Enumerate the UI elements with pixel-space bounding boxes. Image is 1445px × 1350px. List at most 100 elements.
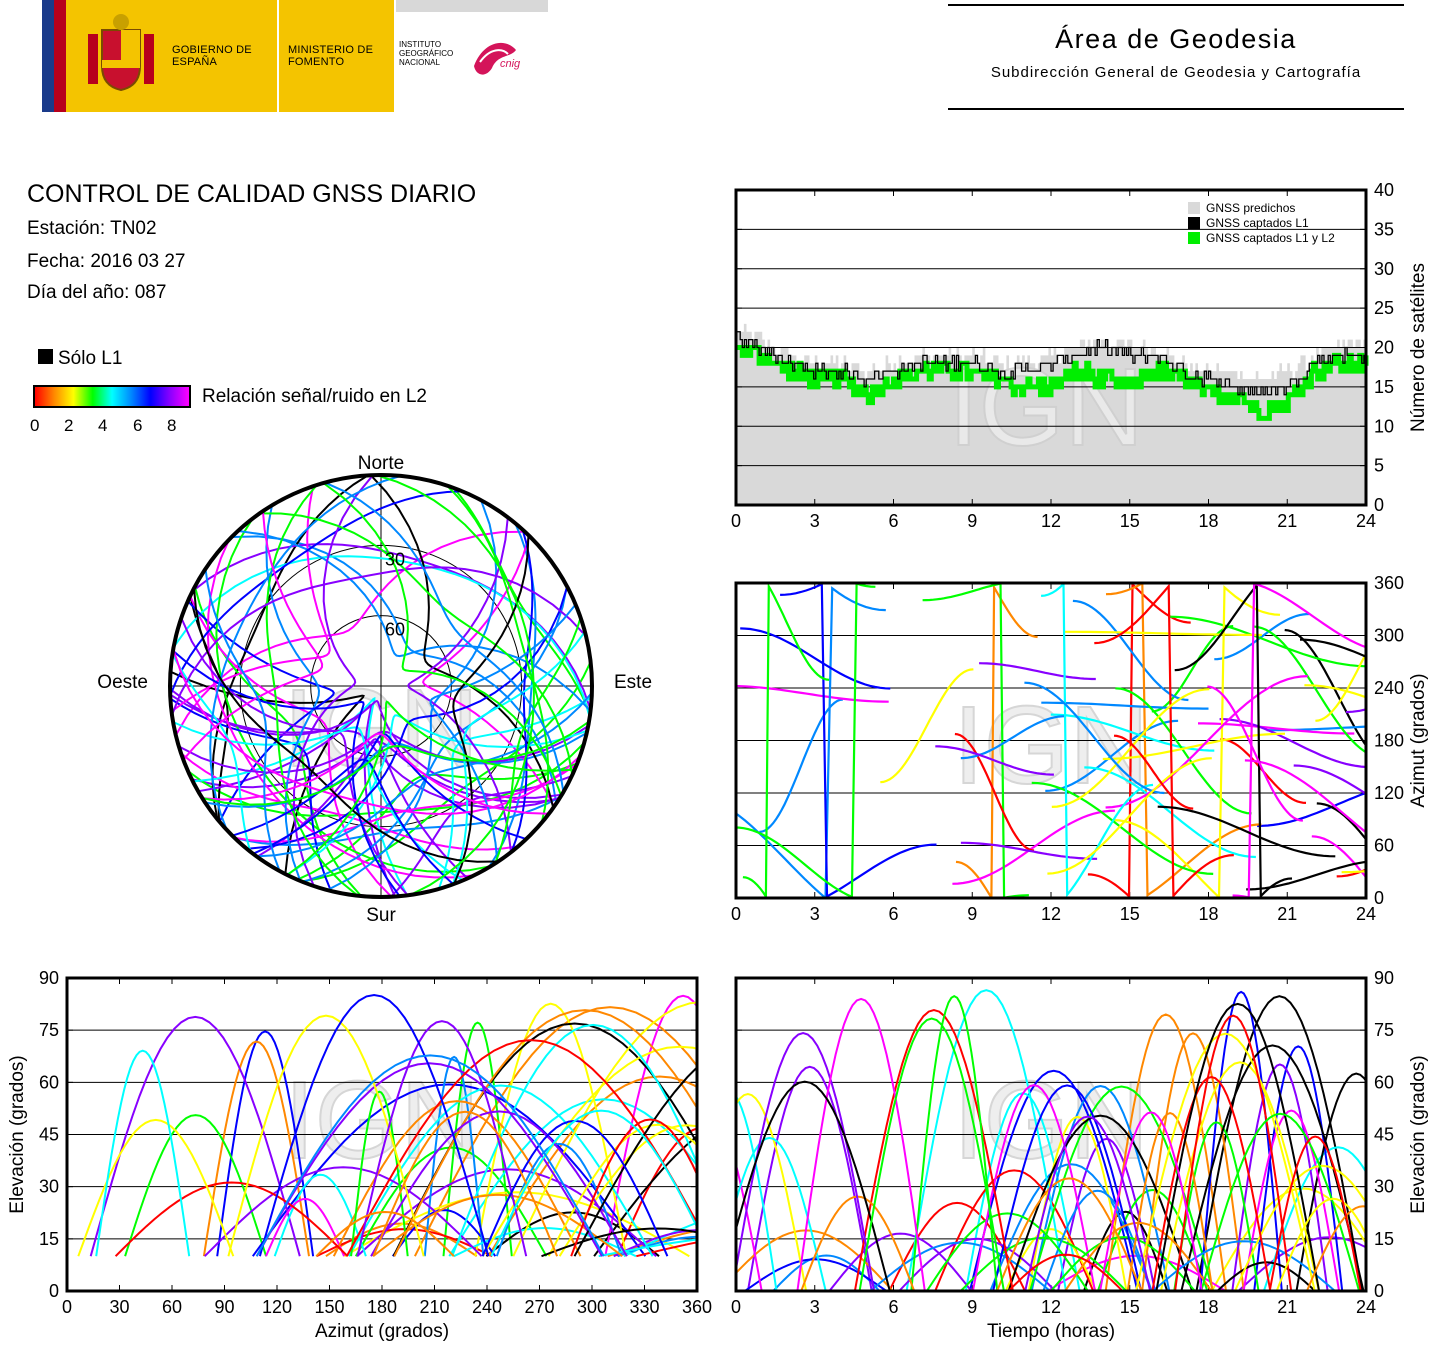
sky-track (187, 600, 335, 823)
satellite-track (736, 586, 886, 898)
satellite-track (1219, 718, 1366, 769)
y-tick-label: 15 (1374, 1229, 1394, 1249)
ministerio-label: MINISTERIO DE FOMENTO (288, 44, 374, 68)
satellite-track (935, 745, 1054, 776)
skyplot-west-label: Oeste (97, 672, 148, 693)
satellite-track (1031, 781, 1214, 875)
elev-az-track (604, 994, 697, 1257)
elev-time-track (1141, 1032, 1245, 1291)
report-title: CONTROL DE CALIDAD GNSS DIARIO (27, 180, 477, 208)
satellite-track (1041, 583, 1154, 898)
x-tick-label: 150 (314, 1297, 344, 1317)
x-tick-label: 3 (810, 904, 820, 924)
x-tick-label: 120 (262, 1297, 292, 1317)
x-tick-label: 90 (214, 1297, 234, 1317)
elev-time-track (736, 1092, 808, 1291)
sky-track (215, 518, 491, 873)
gobierno-label: GOBIERNO DE ESPAÑA (172, 44, 252, 68)
x-tick-label: 12 (1041, 511, 1061, 531)
satellite-track (1051, 688, 1210, 808)
legend-swatch (1188, 217, 1200, 229)
elev-az-track (613, 1229, 697, 1258)
sky-track (259, 512, 574, 776)
elev-az-track (391, 1209, 497, 1257)
ign-watermark: IGN (953, 1059, 1149, 1182)
x-tick-label: 360 (682, 1297, 712, 1317)
x-tick-label: 6 (888, 904, 898, 924)
legend-label: GNSS predichos (1206, 201, 1295, 215)
elev-time-track (968, 1069, 1139, 1291)
sky-track (172, 555, 591, 718)
area-subtitle: Subdirección General de Geodesia y Carto… (990, 64, 1362, 81)
header-rule-top (948, 4, 1404, 6)
satellite-track (1214, 612, 1310, 661)
satellite-track (1047, 757, 1212, 875)
y-tick-label: 5 (1374, 456, 1384, 476)
snr-tick: 0 (30, 416, 40, 435)
elev-az-track (216, 1030, 315, 1257)
x-tick-label: 18 (1198, 511, 1218, 531)
elev-time-track (959, 1236, 1127, 1291)
elev-time-track (1024, 1115, 1152, 1291)
sky-track (324, 481, 565, 793)
satellite-track (1041, 701, 1209, 710)
x-tick-label: 15 (1120, 1297, 1140, 1317)
x-tick-label: 0 (731, 904, 741, 924)
satellite-track (1063, 630, 1262, 637)
x-tick-label: 9 (967, 904, 977, 924)
satellite-track (740, 627, 891, 690)
header-rule-bottom (948, 108, 1404, 110)
elev-time-track (796, 997, 926, 1291)
elev-time-track (996, 1177, 1143, 1291)
satellite-track (1151, 625, 1234, 713)
sky-track (256, 738, 469, 880)
sky-track (234, 763, 578, 843)
y-tick-label: 75 (39, 1020, 59, 1040)
y-tick-label: 30 (1374, 1177, 1394, 1197)
satellite-track (1115, 687, 1252, 815)
x-tick-label: 210 (419, 1297, 449, 1317)
legend-swatch (1188, 202, 1200, 214)
x-tick-label: 0 (731, 511, 741, 531)
station-label: Estación: TN02 (27, 218, 157, 239)
satellites-chart: IGN 0 5 10 15 20 25 30 35 40 0 3 6 9 12 15 18 21 24 Número … (731, 180, 1429, 531)
satellite-track (1304, 684, 1366, 699)
satellite-track (1207, 685, 1304, 822)
sky-track (171, 653, 252, 852)
sky-track (237, 529, 592, 712)
elev-az-track (547, 1123, 697, 1257)
snr-tick: 2 (64, 416, 74, 435)
plot-border (734, 581, 1368, 900)
satellite-track (952, 809, 1115, 885)
y-tick-label: 240 (1374, 678, 1404, 698)
elev-az-track (448, 1098, 697, 1257)
x-tick-label: 15 (1120, 904, 1140, 924)
azimuth-tracks (736, 583, 1366, 898)
elev-az-track (345, 1039, 697, 1257)
sky-track (446, 484, 550, 823)
ign-watermark: IGN (948, 346, 1144, 469)
y-tick-label: 0 (1374, 495, 1384, 515)
satellite-track (1252, 625, 1366, 754)
x-tick-label: 21 (1277, 904, 1297, 924)
series-l1 (736, 331, 1366, 396)
elev-time-track (992, 1084, 1142, 1291)
legend-swatch (1188, 232, 1200, 244)
elev-az-track (343, 1191, 690, 1258)
y-axis-label: Azimut (grados) (1408, 673, 1429, 807)
y-tick-label: 15 (39, 1229, 59, 1249)
y-tick-label: 90 (39, 968, 59, 988)
elev-time-track (1305, 1205, 1366, 1291)
y-tick-label: 60 (39, 1072, 59, 1092)
elev-az-track (273, 1173, 367, 1257)
y-tick-label: 120 (1374, 783, 1404, 803)
sky-track (286, 714, 588, 876)
elev-time-track (1200, 1112, 1361, 1291)
x-tick-label: 3 (810, 511, 820, 531)
x-tick-label: 0 (62, 1297, 72, 1317)
doy-label: Día del año: 087 (27, 282, 167, 303)
x-tick-label: 24 (1356, 904, 1376, 924)
